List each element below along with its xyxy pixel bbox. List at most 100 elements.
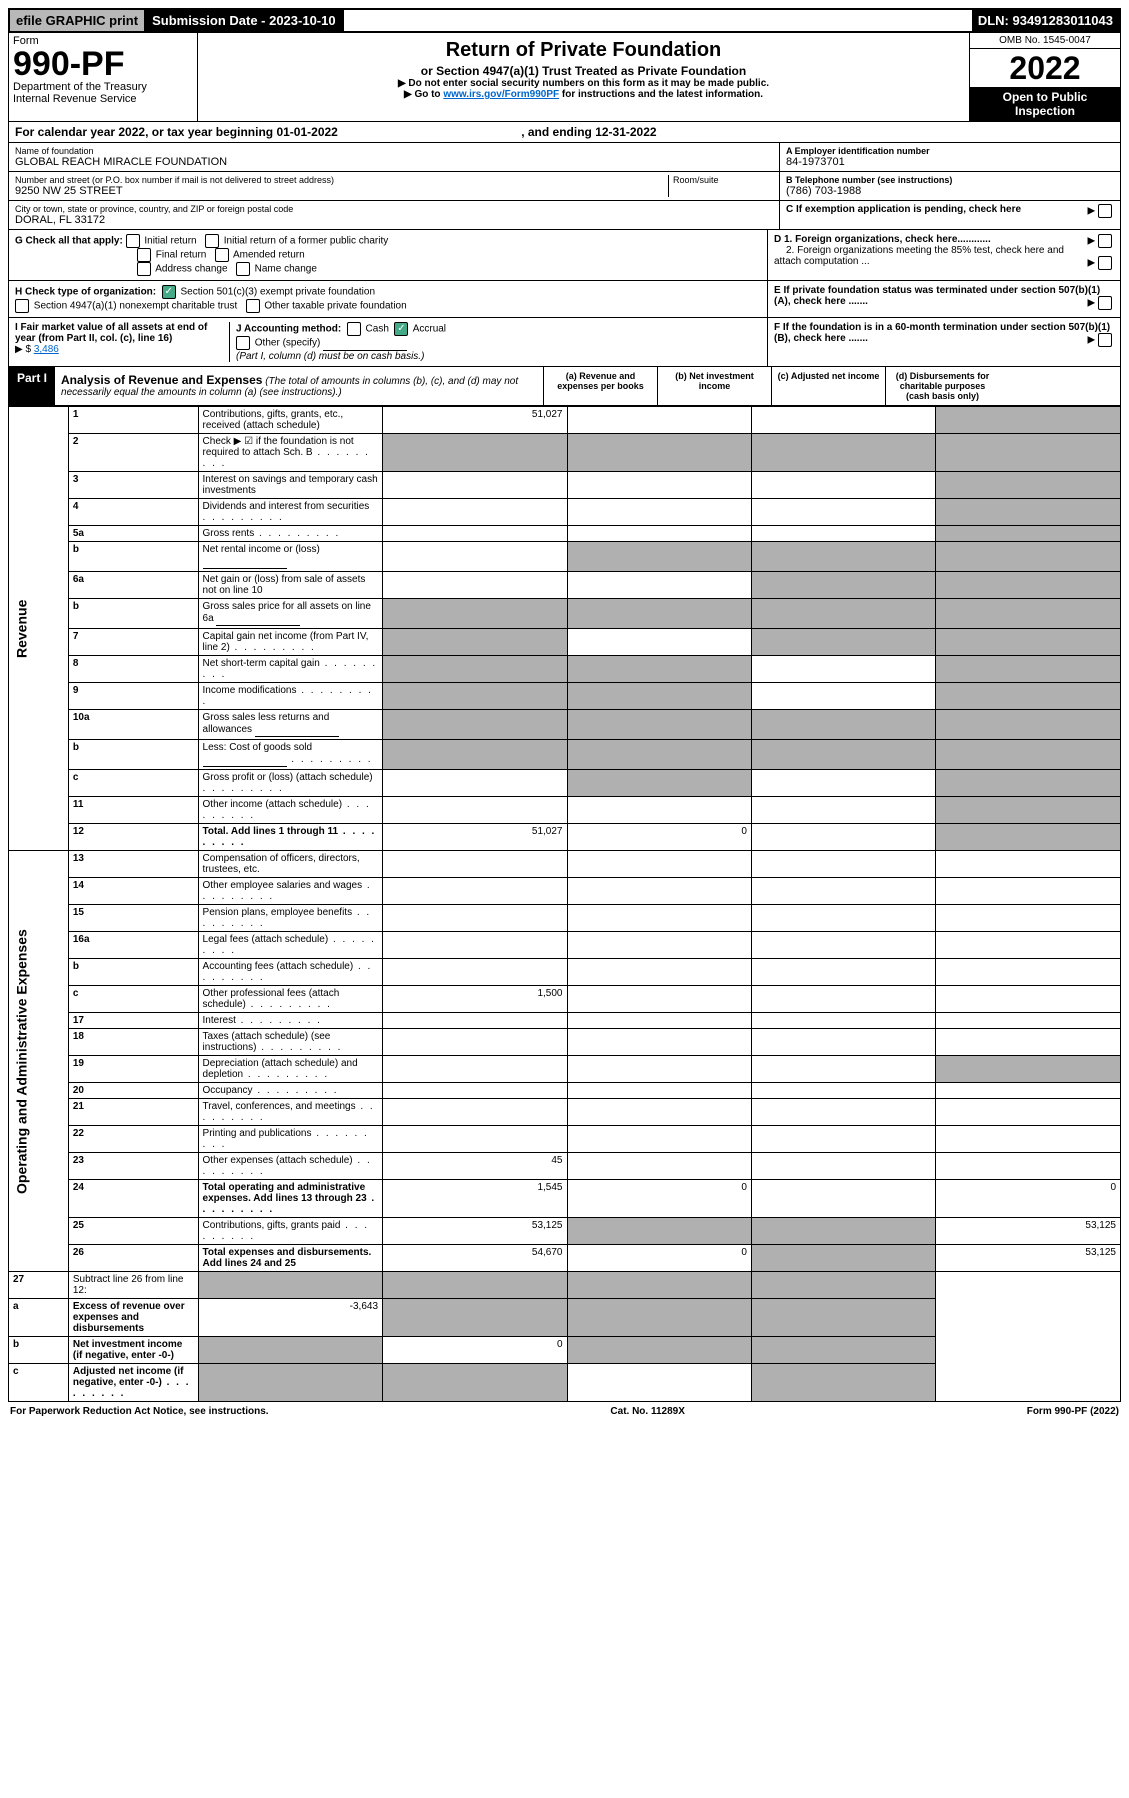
amt-a xyxy=(383,542,567,572)
d2-checkbox[interactable] xyxy=(1098,256,1112,270)
501c3-checkbox[interactable]: ✓ xyxy=(162,285,176,299)
amt-c xyxy=(567,1337,751,1364)
initial-former-cb[interactable] xyxy=(205,234,219,248)
amt-a xyxy=(383,1029,567,1056)
line-desc: Contributions, gifts, grants, etc., rece… xyxy=(198,407,382,434)
amt-a xyxy=(383,770,567,797)
amt-a: 54,670 xyxy=(383,1245,567,1272)
amt-b xyxy=(567,932,751,959)
cash-checkbox[interactable] xyxy=(347,322,361,336)
c-checkbox[interactable] xyxy=(1098,204,1112,218)
amt-b xyxy=(567,770,751,797)
line-desc: Total expenses and disbursements. Add li… xyxy=(198,1245,382,1272)
amt-c xyxy=(751,526,935,542)
name-change-cb[interactable] xyxy=(236,262,250,276)
line-desc: Interest xyxy=(198,1013,382,1029)
amt-c xyxy=(751,710,935,740)
line-num: 11 xyxy=(68,797,198,824)
city-label: City or town, state or province, country… xyxy=(15,204,773,214)
line-desc: Occupancy xyxy=(198,1083,382,1099)
line-num: 4 xyxy=(68,499,198,526)
tax-year: 2022 xyxy=(970,49,1120,87)
amt-b xyxy=(567,1126,751,1153)
amt-a xyxy=(383,656,567,683)
final-return-cb[interactable] xyxy=(137,248,151,262)
line-desc: Subtract line 26 from line 12: xyxy=(68,1272,198,1299)
accrual-checkbox[interactable]: ✓ xyxy=(394,322,408,336)
amt-a xyxy=(198,1337,382,1364)
line-num: 13 xyxy=(68,851,198,878)
amended-cb[interactable] xyxy=(215,248,229,262)
amt-d xyxy=(936,986,1121,1013)
amt-d: 0 xyxy=(936,1180,1121,1218)
amt-b xyxy=(567,740,751,770)
other-taxable-checkbox[interactable] xyxy=(246,299,260,313)
line-desc: Legal fees (attach schedule) xyxy=(198,932,382,959)
line-num: 25 xyxy=(68,1218,198,1245)
cat-no: Cat. No. 11289X xyxy=(610,1406,684,1417)
amt-b: 0 xyxy=(567,824,751,851)
line-desc: Gross sales price for all assets on line… xyxy=(198,599,382,629)
amt-d xyxy=(936,932,1121,959)
amt-b xyxy=(567,905,751,932)
line-desc: Other professional fees (attach schedule… xyxy=(198,986,382,1013)
form-subtitle: or Section 4947(a)(1) Trust Treated as P… xyxy=(202,64,965,78)
other-specify-input[interactable] xyxy=(323,337,407,351)
amt-c xyxy=(567,1364,751,1402)
irs-label: Internal Revenue Service xyxy=(13,93,193,105)
amt-d xyxy=(936,1029,1121,1056)
foundation-name: GLOBAL REACH MIRACLE FOUNDATION xyxy=(15,156,773,168)
4947-checkbox[interactable] xyxy=(15,299,29,313)
amt-c xyxy=(751,1056,935,1083)
line-num: 21 xyxy=(68,1099,198,1126)
fmv-link[interactable]: 3,486 xyxy=(34,344,59,355)
line-num: 23 xyxy=(68,1153,198,1180)
amt-d xyxy=(936,1126,1121,1153)
line-num: b xyxy=(9,1337,69,1364)
d1-checkbox[interactable] xyxy=(1098,234,1112,248)
amt-b xyxy=(567,599,751,629)
amt-d xyxy=(936,1083,1121,1099)
amt-a xyxy=(383,932,567,959)
line-num: 8 xyxy=(68,656,198,683)
amt-a xyxy=(198,1272,382,1299)
amt-a xyxy=(383,1083,567,1099)
line-num: c xyxy=(68,770,198,797)
line-num: 24 xyxy=(68,1180,198,1218)
amt-a xyxy=(383,878,567,905)
f-checkbox[interactable] xyxy=(1098,333,1112,347)
line-desc: Net gain or (loss) from sale of assets n… xyxy=(198,572,382,599)
amt-b xyxy=(383,1272,567,1299)
line-desc: Depreciation (attach schedule) and deple… xyxy=(198,1056,382,1083)
street-address: 9250 NW 25 STREET xyxy=(15,185,668,197)
amt-b xyxy=(567,526,751,542)
amt-b xyxy=(567,1153,751,1180)
irs-link[interactable]: www.irs.gov/Form990PF xyxy=(443,89,559,100)
initial-return-cb[interactable] xyxy=(126,234,140,248)
line-desc: Gross profit or (loss) (attach schedule) xyxy=(198,770,382,797)
amt-d: 53,125 xyxy=(936,1245,1121,1272)
line-num: b xyxy=(68,959,198,986)
line-desc: Net investment income (if negative, ente… xyxy=(68,1337,198,1364)
amt-d xyxy=(936,656,1121,683)
amt-a xyxy=(198,1364,382,1402)
efile-print-button[interactable]: efile GRAPHIC print xyxy=(10,10,146,31)
line-num: b xyxy=(68,542,198,572)
line-desc: Accounting fees (attach schedule) xyxy=(198,959,382,986)
amt-c xyxy=(751,824,935,851)
amt-c xyxy=(751,932,935,959)
amt-c xyxy=(751,878,935,905)
line-num: 6a xyxy=(68,572,198,599)
other-method-checkbox[interactable] xyxy=(236,336,250,350)
address-change-cb[interactable] xyxy=(137,262,151,276)
check-section-ij: I Fair market value of all assets at end… xyxy=(8,318,1121,367)
line-num: 20 xyxy=(68,1083,198,1099)
amt-b xyxy=(567,851,751,878)
e-checkbox[interactable] xyxy=(1098,296,1112,310)
amt-b xyxy=(567,499,751,526)
side-label: Operating and Administrative Expenses xyxy=(9,851,69,1272)
amt-a: 51,027 xyxy=(383,407,567,434)
form-header: Form 990-PF Department of the Treasury I… xyxy=(8,33,1121,122)
amt-c xyxy=(751,599,935,629)
amt-d xyxy=(936,851,1121,878)
